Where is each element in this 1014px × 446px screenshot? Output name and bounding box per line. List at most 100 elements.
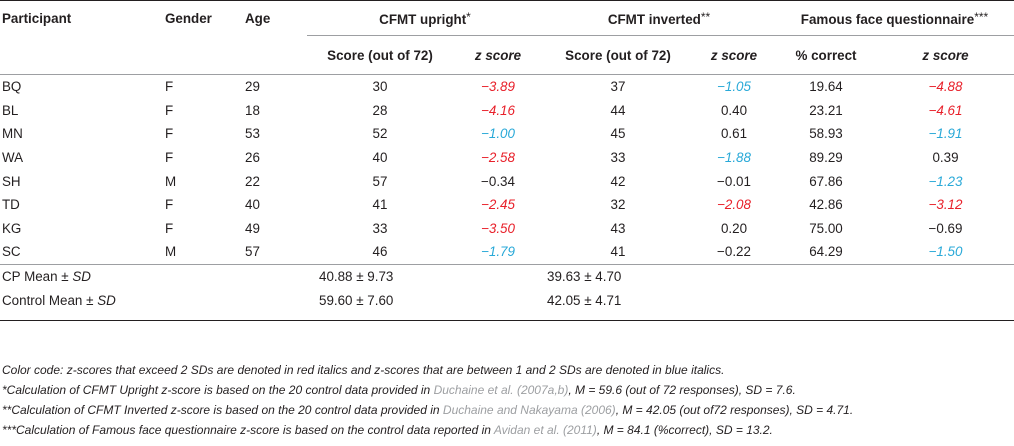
upright-z-cell: −1.79: [481, 244, 515, 260]
note-1: *Calculation of CFMT Upright z-score is …: [2, 383, 796, 397]
header-row-1: Participant Gender Age CFMT upright* CFM…: [0, 0, 1014, 36]
age-cell: 29: [245, 79, 260, 95]
famous-pct-cell: 23.21: [809, 102, 843, 118]
participant-cell: KG: [2, 220, 22, 236]
famous-z-cell: −1.50: [928, 244, 963, 260]
note-3-link[interactable]: Avidan et al. (2011): [493, 423, 597, 437]
inverted-z-cell: 0.40: [720, 102, 748, 118]
age-cell: 53: [245, 126, 260, 142]
table-row: BQ F 29 30 −3.89 37 −1.05 19.64 −4.88: [0, 74, 1014, 99]
age-cell: 22: [245, 173, 260, 189]
note-2-link[interactable]: Duchaine and Nakayama (2006): [442, 403, 616, 417]
famous-pct-cell: 67.86: [809, 173, 843, 189]
cp-mean-label: CP Mean ± SD: [2, 269, 91, 285]
gender-cell: F: [165, 197, 174, 213]
famous-z-cell: −3.12: [928, 197, 963, 213]
inverted-z-cell: 0.61: [720, 126, 748, 142]
upright-score-cell: 57: [372, 173, 388, 189]
participant-cell: BQ: [2, 79, 22, 95]
famous-pct-cell: 19.64: [809, 79, 843, 95]
upright-score-cell: 46: [372, 244, 388, 260]
famous-pct-cell: 75.00: [809, 220, 843, 236]
age-cell: 49: [245, 220, 260, 236]
inverted-score-cell: 32: [610, 197, 626, 213]
famous-z-cell: −4.88: [928, 79, 963, 95]
participant-cell: MN: [2, 126, 23, 142]
upright-score-cell: 52: [372, 126, 388, 142]
famous-z-cell: −0.69: [928, 220, 963, 236]
participant-cell: BL: [2, 102, 19, 118]
table-row: MN F 53 52 −1.00 45 0.61 58.93 −1.91: [0, 122, 1014, 146]
gender-cell: F: [165, 79, 174, 95]
famous-z-cell: 0.39: [932, 150, 959, 166]
gender-cell: F: [165, 220, 174, 236]
header-upright-z: z score: [474, 47, 522, 63]
header-upright-score: Score (out of 72): [327, 47, 433, 63]
gender-cell: F: [165, 150, 174, 166]
upright-z-cell: −2.58: [481, 150, 515, 166]
inverted-z-cell: −2.08: [717, 197, 751, 213]
inverted-score-cell: 37: [610, 79, 626, 95]
upright-z-cell: −0.34: [481, 173, 515, 189]
inverted-score-cell: 41: [610, 244, 626, 260]
summary-rows: CP Mean ± SD 40.88 ± 9.73 39.63 ± 4.70 C…: [0, 264, 1014, 321]
inverted-score-cell: 45: [610, 126, 626, 142]
upright-z-cell: −3.89: [481, 79, 515, 95]
participant-cell: SH: [2, 173, 21, 189]
participant-cell: TD: [2, 197, 20, 213]
gender-cell: M: [165, 173, 177, 189]
upright-z-cell: −2.45: [481, 197, 515, 213]
gender-cell: F: [165, 126, 174, 142]
header-famous-z: z score: [922, 47, 969, 63]
gender-cell: F: [165, 102, 174, 118]
inverted-score-cell: 33: [610, 150, 626, 166]
header-participant: Participant: [2, 10, 72, 26]
note-1-link[interactable]: Duchaine et al. (2007a,b): [433, 383, 569, 397]
famous-pct-cell: 89.29: [809, 150, 843, 166]
age-cell: 18: [245, 102, 260, 118]
upright-z-cell: −4.16: [481, 102, 515, 118]
age-cell: 57: [245, 244, 260, 260]
results-table: Participant Gender Age CFMT upright* CFM…: [0, 0, 1014, 321]
inverted-score-cell: 42: [610, 173, 626, 189]
note-2: **Calculation of CFMT Inverted z-score i…: [2, 403, 854, 417]
participant-cell: WA: [2, 150, 24, 166]
participant-rows: BQ F 29 30 −3.89 37 −1.05 19.64 −4.88 BL F 18 28 −4.1…: [0, 74, 1014, 265]
control-mean-row: Control Mean ± SD 59.60 ± 7.60 42.05 ± 4…: [0, 289, 1014, 313]
control-mean-upright: 59.60 ± 7.60: [319, 293, 394, 309]
cp-mean-row: CP Mean ± SD 40.88 ± 9.73 39.63 ± 4.70: [0, 264, 1014, 289]
cp-mean-inverted: 39.63 ± 4.70: [547, 269, 622, 285]
header-cfmt-inverted: CFMT inverted**: [543, 0, 775, 36]
header-row-2: Score (out of 72) z score Score (out of …: [0, 36, 1014, 75]
note-color-code: Color code: z-scores that exceed 2 SDs a…: [2, 363, 725, 377]
famous-pct-cell: 42.86: [809, 197, 843, 213]
table-row: WA F 26 40 −2.58 33 −1.88 89.29 0.39: [0, 146, 1014, 170]
table-row: KG F 49 33 −3.50 43 0.20 75.00 −0.69: [0, 217, 1014, 241]
age-cell: 26: [245, 150, 260, 166]
table-row: SC M 57 46 −1.79 41 −0.22 64.29 −1.50: [0, 240, 1014, 264]
famous-z-cell: −1.91: [928, 126, 963, 142]
famous-z-cell: −1.23: [928, 173, 963, 189]
note-3: ***Calculation of Famous face questionna…: [2, 423, 773, 437]
header-famous-face: Famous face questionnaire***: [775, 0, 1014, 36]
age-cell: 40: [245, 197, 260, 213]
inverted-score-cell: 44: [610, 102, 626, 118]
gender-cell: M: [165, 244, 177, 260]
table-notes: Color code: z-scores that exceed 2 SDs a…: [2, 360, 1012, 440]
upright-score-cell: 40: [372, 150, 388, 166]
header-age: Age: [245, 10, 271, 26]
famous-z-cell: −4.61: [928, 102, 963, 118]
upright-z-cell: −1.00: [481, 126, 515, 142]
table-row: SH M 22 57 −0.34 42 −0.01 67.86 −1.23: [0, 169, 1014, 193]
inverted-z-cell: −0.22: [717, 244, 751, 260]
famous-pct-cell: 64.29: [809, 244, 843, 260]
header-inverted-z: z score: [710, 47, 758, 63]
inverted-score-cell: 43: [610, 220, 626, 236]
header-gender: Gender: [165, 10, 212, 26]
upright-score-cell: 33: [372, 220, 388, 236]
header-famous-pct: % correct: [795, 47, 857, 63]
upright-score-cell: 30: [372, 79, 388, 95]
upright-score-cell: 28: [372, 102, 388, 118]
upright-score-cell: 41: [372, 197, 388, 213]
